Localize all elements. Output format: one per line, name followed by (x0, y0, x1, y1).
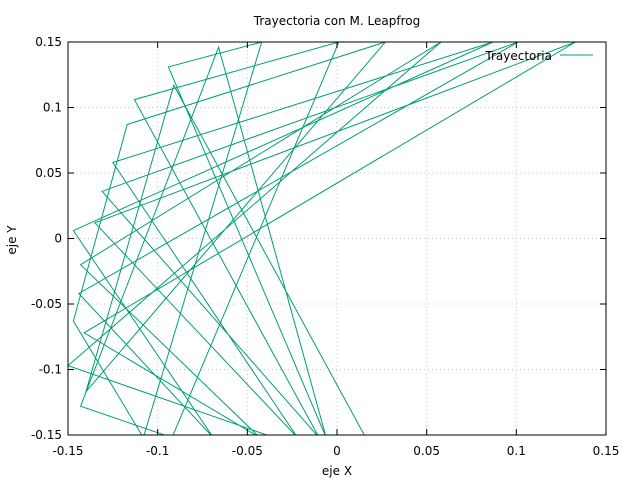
axis-ticks: -0.15 -0.1 -0.05 0 0.05 0.1 0.15 -0.15 -0.1 -0.05… (31, 35, 619, 458)
x-tick-label: 0 (333, 444, 341, 458)
x-tick-label: -0.15 (52, 444, 83, 458)
series-line-trayectoria (68, 42, 576, 435)
x-tick-label: -0.1 (146, 444, 169, 458)
y-axis-label: eje Y (5, 225, 19, 255)
grid (68, 42, 606, 435)
plot-area (68, 42, 576, 435)
legend: Trayectoria (484, 49, 593, 63)
y-tick-label: 0 (54, 232, 62, 246)
y-tick-label: -0.1 (39, 363, 62, 377)
chart-title: Trayectoria con M. Leapfrog (253, 14, 420, 28)
legend-label: Trayectoria (484, 49, 552, 63)
x-axis-label: eje X (322, 464, 352, 478)
x-tick-label: 0.05 (413, 444, 440, 458)
x-tick-label: 0.15 (593, 444, 620, 458)
y-tick-label: 0.05 (35, 166, 62, 180)
x-tick-label: -0.05 (232, 444, 263, 458)
y-tick-label: -0.15 (31, 428, 62, 442)
y-tick-label: 0.15 (35, 35, 62, 49)
y-tick-label: 0.1 (43, 101, 62, 115)
y-tick-label: -0.05 (31, 297, 62, 311)
x-tick-label: 0.1 (507, 444, 526, 458)
